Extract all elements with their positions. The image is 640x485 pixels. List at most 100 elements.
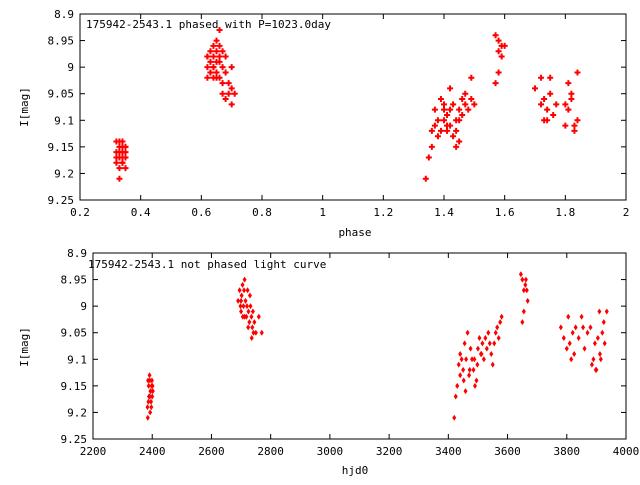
data-point — [602, 340, 607, 347]
data-point — [459, 356, 464, 363]
data-point — [216, 26, 223, 33]
data-point — [498, 42, 505, 49]
data-point — [523, 276, 528, 283]
data-point — [459, 111, 466, 118]
data-point — [518, 271, 523, 278]
data-point — [210, 53, 217, 60]
data-point — [495, 324, 500, 331]
data-point — [588, 324, 593, 331]
data-point — [492, 32, 499, 39]
data-point — [219, 64, 226, 71]
plot-frame — [79, 13, 627, 201]
data-point — [250, 308, 255, 315]
data-point — [246, 324, 251, 331]
data-point — [147, 372, 152, 379]
data-point — [567, 340, 572, 347]
data-point — [207, 48, 214, 55]
data-point — [248, 303, 253, 310]
y-tick-label: 8.9 — [54, 8, 74, 21]
x-tick-label: 0.2 — [70, 206, 90, 219]
data-point — [210, 74, 217, 81]
data-point — [501, 42, 508, 49]
data-point — [259, 329, 264, 336]
data-point — [204, 53, 211, 60]
data-point — [569, 356, 574, 363]
data-point — [247, 319, 252, 326]
data-point — [467, 366, 472, 373]
data-point — [434, 117, 441, 124]
data-point — [437, 127, 444, 134]
data-point — [562, 101, 569, 108]
data-point — [447, 122, 454, 129]
data-point — [240, 281, 245, 288]
data-point — [547, 74, 554, 81]
data-point — [241, 303, 246, 310]
x-axis-label: phase — [338, 226, 371, 239]
y-tick-label: 9.2 — [54, 167, 74, 180]
data-point — [444, 111, 451, 118]
data-point — [458, 350, 463, 357]
data-point — [116, 154, 123, 161]
data-point — [242, 276, 247, 283]
data-point — [149, 404, 154, 411]
data-point — [148, 409, 153, 416]
data-point — [210, 42, 217, 49]
data-point — [450, 133, 457, 140]
data-point — [492, 340, 497, 347]
data-point — [237, 287, 242, 294]
data-point — [453, 117, 460, 124]
data-point — [452, 414, 457, 421]
data-point — [447, 106, 454, 113]
data-point — [225, 80, 232, 87]
data-point — [597, 350, 602, 357]
data-point — [474, 377, 479, 384]
data-point — [213, 74, 220, 81]
data-point — [249, 313, 254, 320]
data-point — [428, 127, 435, 134]
data-point — [213, 48, 220, 55]
data-point — [145, 414, 150, 421]
data-point — [524, 287, 529, 294]
data-point — [495, 69, 502, 76]
data-point — [150, 382, 155, 389]
data-point — [573, 324, 578, 331]
data-point — [487, 340, 492, 347]
data-point — [147, 393, 152, 400]
data-point — [252, 319, 257, 326]
data-point — [450, 101, 457, 108]
data-point — [589, 361, 594, 368]
data-point — [571, 122, 578, 129]
y-tick-label: 8.95 — [61, 274, 88, 287]
data-point — [582, 345, 587, 352]
data-point — [456, 361, 461, 368]
data-point — [437, 96, 444, 103]
data-point — [243, 297, 248, 304]
data-point — [544, 117, 551, 124]
y-tick-label: 8.95 — [48, 35, 75, 48]
data-point — [499, 313, 504, 320]
data-point — [219, 48, 226, 55]
y-tick-label: 8.9 — [67, 247, 87, 260]
data-point — [462, 90, 469, 97]
data-point — [148, 388, 153, 395]
data-point — [249, 335, 254, 342]
chart-title: 175942-2543.1 not phased light curve — [88, 258, 326, 271]
data-point — [579, 313, 584, 320]
x-tick-label: 1.4 — [434, 206, 454, 219]
data-point — [239, 292, 244, 299]
data-point — [553, 101, 560, 108]
data-point — [471, 366, 476, 373]
data-point — [239, 297, 244, 304]
data-point — [222, 53, 229, 60]
data-point — [250, 324, 255, 331]
x-tick-label: 3800 — [554, 445, 581, 458]
data-point — [458, 372, 463, 379]
data-point — [228, 101, 235, 108]
data-point — [447, 85, 454, 92]
data-point — [116, 149, 123, 156]
data-point — [222, 96, 229, 103]
x-tick-label: 1.2 — [373, 206, 393, 219]
data-point — [116, 175, 123, 182]
data-point — [441, 117, 447, 124]
data-point — [484, 345, 489, 352]
